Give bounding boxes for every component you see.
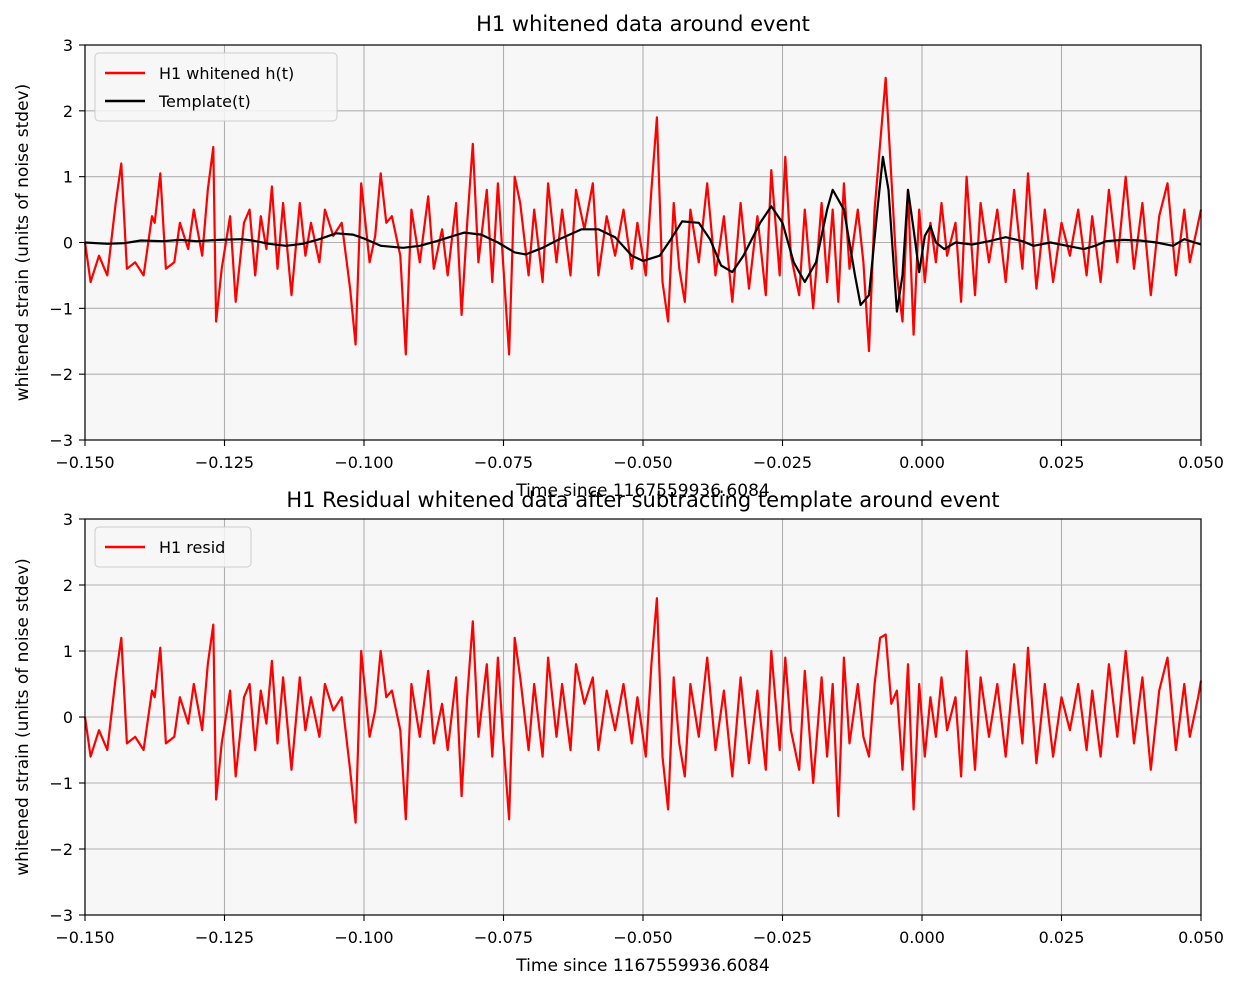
chart-panel-residual: −0.150 −0.125 −0.100 −0.075 −0.050 −0.025 0.00… xyxy=(13,488,1224,976)
legend-label-1: H1 whitened h(t) xyxy=(159,64,294,83)
x-tick-label: 0.025 xyxy=(1039,453,1085,472)
y-tick-label: 3 xyxy=(63,36,73,55)
chart-title: H1 Residual whitened data after subtract… xyxy=(286,488,999,512)
y-tick-label: 1 xyxy=(63,642,73,661)
y-tick-label: −2 xyxy=(49,840,73,859)
legend-label-2: Template(t) xyxy=(158,92,251,111)
x-tick-label: −0.150 xyxy=(55,928,114,947)
x-tick-label: 0.050 xyxy=(1178,928,1224,947)
y-tick-label: −2 xyxy=(49,365,73,384)
x-tick-label: 0.000 xyxy=(899,928,945,947)
y-tick-label: 2 xyxy=(63,102,73,121)
legend: H1 whitened h(t) Template(t) xyxy=(94,52,338,122)
x-axis-label: Time since 1167559936.6084 xyxy=(515,956,769,976)
y-axis-label: whitened strain (units of noise stdev) xyxy=(13,84,33,402)
x-tick-label: −0.075 xyxy=(474,453,533,472)
y-tick-label: 0 xyxy=(63,234,73,253)
x-tick-label: −0.100 xyxy=(334,453,393,472)
y-tick-label: −3 xyxy=(49,431,73,450)
y-tick-label: 0 xyxy=(63,708,73,727)
x-tick-label: 0.025 xyxy=(1039,928,1085,947)
x-tick-label: −0.025 xyxy=(753,453,812,472)
legend: H1 resid xyxy=(94,526,252,568)
y-tick-label: 3 xyxy=(63,510,73,529)
legend-label-1: H1 resid xyxy=(159,538,225,557)
x-tick-label: −0.025 xyxy=(753,928,812,947)
legend-box xyxy=(94,526,252,568)
legend-box xyxy=(94,52,338,122)
y-tick-label: −1 xyxy=(49,774,73,793)
y-tick-label: 1 xyxy=(63,168,73,187)
x-tick-label: −0.050 xyxy=(613,453,672,472)
x-tick-label: −0.125 xyxy=(195,453,254,472)
series-line-2 xyxy=(84,155,1202,313)
x-tick-label: −0.100 xyxy=(334,928,393,947)
y-tick-label: −3 xyxy=(49,906,73,925)
chart-title: H1 whitened data around event xyxy=(476,12,810,36)
y-axis-label: whitened strain (units of noise stdev) xyxy=(13,558,33,876)
x-tick-label: −0.075 xyxy=(474,928,533,947)
x-tick-label: −0.150 xyxy=(55,453,114,472)
x-tick-label: −0.125 xyxy=(195,928,254,947)
x-tick-label: 0.050 xyxy=(1178,453,1224,472)
x-tick-label: −0.050 xyxy=(613,928,672,947)
chart-panel-whitened: −0.150 −0.125 −0.100 −0.075 −0.050 −0.025 0.00… xyxy=(13,12,1224,501)
x-tick-label: 0.000 xyxy=(899,453,945,472)
y-tick-label: 2 xyxy=(63,576,73,595)
series-line-1 xyxy=(83,597,1203,824)
y-tick-label: −1 xyxy=(49,299,73,318)
x-axis-label: Time since 1167559936.6084 xyxy=(515,481,769,501)
